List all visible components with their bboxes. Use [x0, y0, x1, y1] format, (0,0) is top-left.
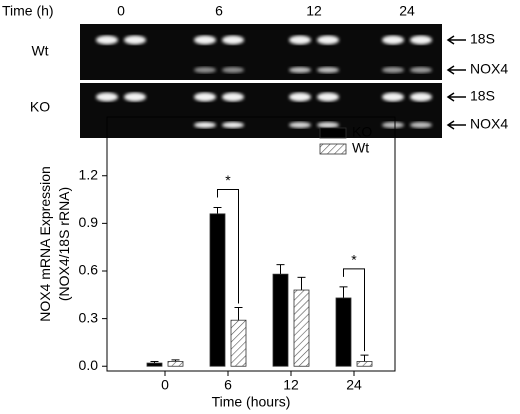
- gel-arrow: [446, 65, 466, 75]
- y-tick-label: 1.2: [79, 166, 99, 182]
- x-axis-label: Time (hours): [212, 394, 291, 410]
- gel-arrow: [446, 120, 466, 130]
- gel-time: 0: [117, 3, 125, 19]
- gel-band-label: NOX4: [470, 116, 508, 132]
- gel-band: [96, 92, 118, 102]
- gel-band: [96, 35, 118, 45]
- gel-band: [410, 35, 432, 45]
- gel-band: [289, 92, 311, 102]
- gel-band: [222, 92, 244, 102]
- gel-band: [194, 92, 216, 102]
- gel-band: [289, 122, 311, 128]
- legend-label: Wt: [352, 140, 369, 156]
- x-tick-label: 24: [346, 377, 362, 393]
- gel-time: 6: [215, 3, 223, 19]
- gel-arrow: [446, 35, 466, 45]
- gel-band: [289, 35, 311, 45]
- gel-band: [317, 35, 339, 45]
- gel-band: [124, 35, 146, 45]
- gel-band: [382, 122, 404, 128]
- gel-band: [317, 92, 339, 102]
- gel-band: [194, 35, 216, 45]
- bar: [230, 319, 247, 367]
- bar: [209, 213, 226, 367]
- y-axis-label-line: NOX4 mRNA Expression: [37, 166, 53, 322]
- gel-band: [382, 92, 404, 102]
- legend-label: KO: [352, 124, 372, 140]
- x-tick-label: 0: [161, 377, 169, 393]
- gel-time-label: Time (h): [2, 3, 54, 19]
- significance-bracket: [217, 188, 239, 304]
- bar: [146, 362, 163, 367]
- gel-band: [124, 92, 146, 102]
- gel-arrow: [446, 92, 466, 102]
- gel-time: 24: [399, 3, 415, 19]
- bar: [293, 289, 310, 367]
- gel-band: [222, 35, 244, 45]
- gel-band: [410, 122, 432, 128]
- legend-swatch: [319, 127, 347, 139]
- gel-band: [410, 92, 432, 102]
- y-axis-label-line: (NOX4/18S rRNA): [56, 187, 72, 301]
- gel-image: [80, 24, 442, 138]
- gel-band-label: 18S: [470, 88, 495, 104]
- y-tick-label: 0.3: [79, 309, 99, 325]
- gel-row-label: KO: [30, 99, 50, 115]
- gel-panel: [80, 83, 442, 138]
- plot-frame: [106, 116, 396, 372]
- x-tick-label: 12: [283, 377, 299, 393]
- gel-band: [289, 67, 311, 73]
- x-tick-label: 6: [224, 377, 232, 393]
- y-tick-label: 0.0: [79, 357, 99, 373]
- gel-band: [222, 122, 244, 128]
- bar: [356, 361, 373, 367]
- significance-bracket: [343, 268, 365, 352]
- significance-mark: *: [225, 172, 231, 188]
- gel-band: [222, 67, 244, 73]
- y-tick-label: 0.6: [79, 262, 99, 278]
- bar: [335, 297, 352, 367]
- significance-mark: *: [351, 252, 357, 268]
- y-tick-label: 0.9: [79, 214, 99, 230]
- gel-band: [382, 67, 404, 73]
- gel-band: [410, 67, 432, 73]
- legend-swatch: [319, 143, 347, 155]
- gel-band: [194, 67, 216, 73]
- gel-band: [317, 67, 339, 73]
- gel-band-label: 18S: [470, 31, 495, 47]
- bar: [167, 361, 184, 367]
- gel-band: [317, 122, 339, 128]
- gel-band: [382, 35, 404, 45]
- gel-row-label: Wt: [31, 43, 48, 59]
- gel-panel: [80, 24, 442, 80]
- gel-band: [194, 122, 216, 128]
- gel-band-label: NOX4: [470, 61, 508, 77]
- y-axis-label: NOX4 mRNA Expression (NOX4/18S rRNA): [37, 166, 72, 322]
- bar: [272, 273, 289, 367]
- gel-time: 12: [306, 3, 322, 19]
